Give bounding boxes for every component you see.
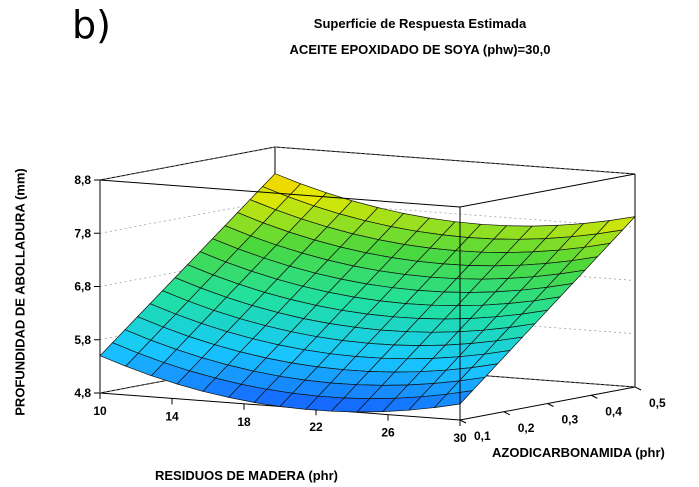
x-axis-label: RESIDUOS DE MADERA (phr)	[155, 468, 338, 483]
depth-axis-tick	[503, 411, 510, 416]
y-tick-label: 4,8	[74, 386, 91, 400]
depth-axis-tick	[459, 419, 467, 424]
chart-subtitle: ACEITE EPOXIDADO DE SOYA (phw)=30,0	[289, 42, 551, 57]
surface-cell	[433, 390, 474, 409]
depth-axis-tick	[634, 386, 642, 391]
depth-axis-tick	[591, 394, 598, 399]
box-left-top-edge	[99, 146, 276, 181]
box-right-top-edge	[459, 173, 636, 208]
x-tick-label: 18	[237, 415, 251, 429]
x-tick-label: 30	[453, 431, 467, 445]
panel-label: b)	[72, 3, 111, 47]
y-axis-label: PROFUNDIDAD DE ABOLLADURA (mm)	[12, 168, 28, 416]
x-tick-label: 22	[309, 420, 323, 434]
depth-axis-label: AZODICARBONAMIDA (phr)	[492, 445, 665, 460]
y-tick-label: 6,8	[74, 280, 91, 294]
chart-title: Superficie de Respuesta Estimada	[313, 16, 527, 31]
depth-tick-label: 0,2	[518, 421, 535, 435]
depth-tick-label: 0,5	[649, 396, 666, 410]
depth-axis-tick	[547, 403, 554, 407]
depth-tick-label: 0,3	[562, 413, 579, 427]
x-tick-label: 26	[381, 426, 395, 440]
y-tick-label: 7,8	[74, 226, 91, 240]
y-tick-label: 8,8	[74, 173, 91, 187]
depth-tick-label: 0,4	[605, 404, 622, 418]
depth-tick-label: 0,1	[474, 429, 491, 443]
y-tick-label: 5,8	[74, 333, 91, 347]
box-front-top-edge	[99, 179, 461, 208]
back-wall-gridline	[274, 146, 636, 175]
x-tick-label: 10	[93, 404, 107, 418]
x-tick-label: 14	[165, 409, 179, 423]
